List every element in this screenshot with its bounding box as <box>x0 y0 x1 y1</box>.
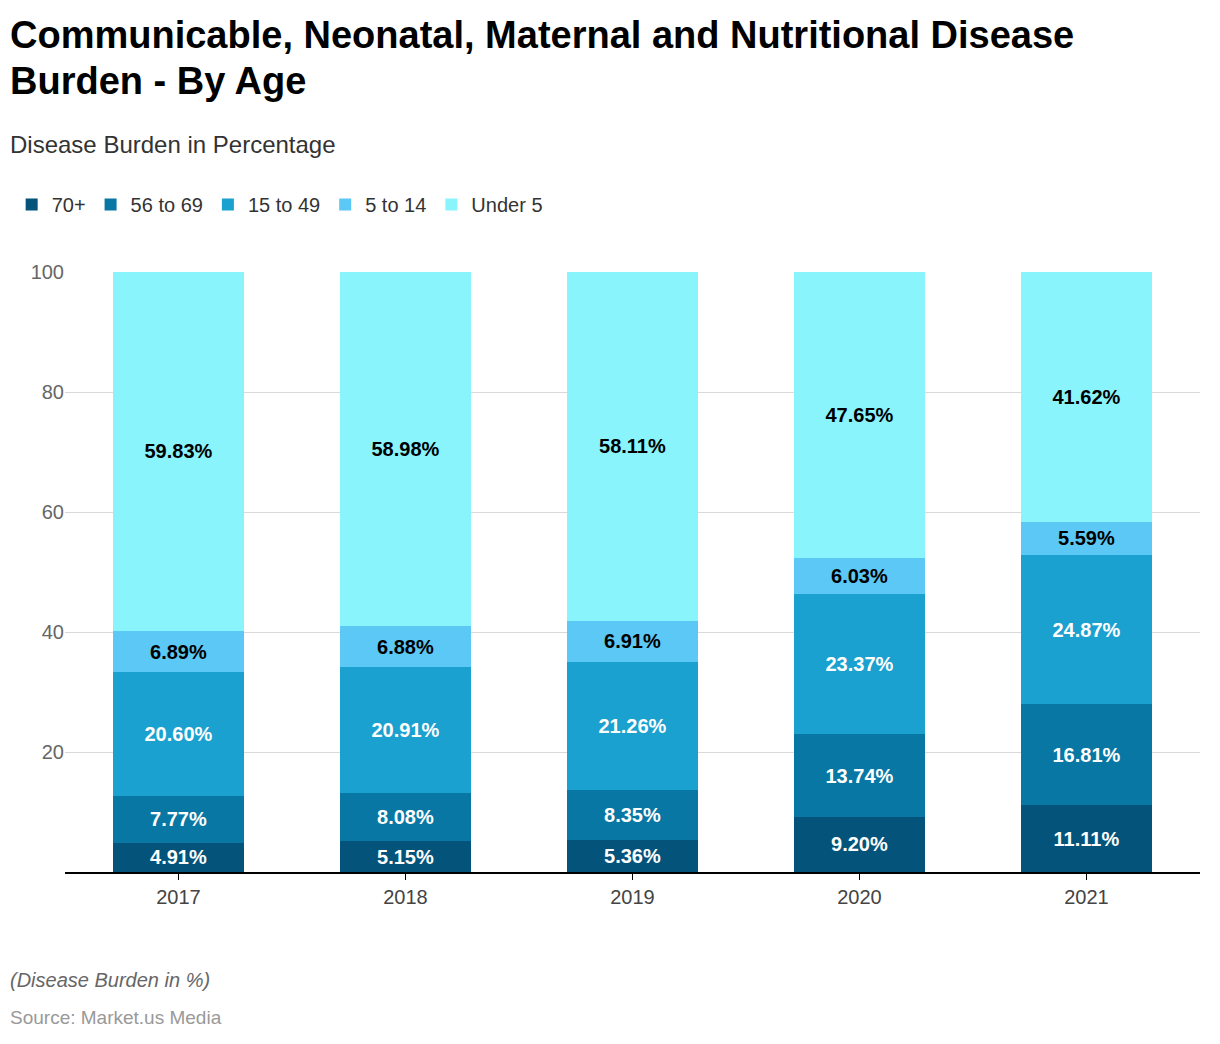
svg-text:58.11%: 58.11% <box>599 435 666 457</box>
svg-text:100: 100 <box>31 261 64 283</box>
html-text:(Disease Burden in %): (Disease Burden in %) <box>10 969 211 991</box>
svg-text:5.36%: 5.36% <box>604 845 661 867</box>
svg-text:23.37%: 23.37% <box>825 653 893 675</box>
svg-text:2017: 2017 <box>156 886 201 908</box>
svg-text:11.11%: 11.11% <box>1054 828 1120 850</box>
svg-text:2020: 2020 <box>837 886 882 908</box>
svg-text:20.91%: 20.91% <box>371 719 439 741</box>
svg-text:13.74%: 13.74% <box>825 765 893 787</box>
svg-text:6.88%: 6.88% <box>377 636 434 658</box>
svg-text:58.98%: 58.98% <box>371 438 439 460</box>
svg-text:6.91%: 6.91% <box>604 630 661 652</box>
html-text:Source: Market.us Media: Source: Market.us Media <box>10 1007 222 1028</box>
html-text:Disease Burden in Percentage: Disease Burden in Percentage <box>10 131 336 158</box>
svg-text:6.89%: 6.89% <box>150 641 207 663</box>
svg-text:56 to 69: 56 to 69 <box>131 194 203 216</box>
svg-text:4.91%: 4.91% <box>150 846 207 868</box>
svg-text:6.03%: 6.03% <box>831 565 888 587</box>
svg-text:40: 40 <box>42 621 64 643</box>
svg-text:47.65%: 47.65% <box>825 404 893 426</box>
svg-text:5 to 14: 5 to 14 <box>365 194 426 216</box>
html-text:Communicable, Neonatal, Matern: Communicable, Neonatal, Maternal and Nut… <box>10 14 1075 102</box>
svg-text:2018: 2018 <box>383 886 428 908</box>
svg-text:41.62%: 41.62% <box>1052 386 1120 408</box>
svg-text:9.20%: 9.20% <box>831 833 888 855</box>
svg-text:2019: 2019 <box>610 886 655 908</box>
svg-text:7.77%: 7.77% <box>150 808 207 830</box>
svg-text:16.81%: 16.81% <box>1052 744 1120 766</box>
svg-text:5.15%: 5.15% <box>377 846 434 868</box>
svg-text:21.26%: 21.26% <box>598 715 666 737</box>
svg-text:59.83%: 59.83% <box>144 440 212 462</box>
svg-text:80: 80 <box>42 381 64 403</box>
svg-text:8.35%: 8.35% <box>604 804 661 826</box>
svg-text:60: 60 <box>42 501 64 523</box>
svg-text:20.60%: 20.60% <box>144 723 212 745</box>
svg-text:2021: 2021 <box>1064 886 1109 908</box>
svg-text:70+: 70+ <box>52 194 86 216</box>
svg-text:Under 5: Under 5 <box>471 194 542 216</box>
svg-text:8.08%: 8.08% <box>377 806 434 828</box>
svg-text:5.59%: 5.59% <box>1058 527 1115 549</box>
svg-text:20: 20 <box>42 741 64 763</box>
svg-text:24.87%: 24.87% <box>1052 619 1120 641</box>
svg-text:15 to 49: 15 to 49 <box>248 194 320 216</box>
